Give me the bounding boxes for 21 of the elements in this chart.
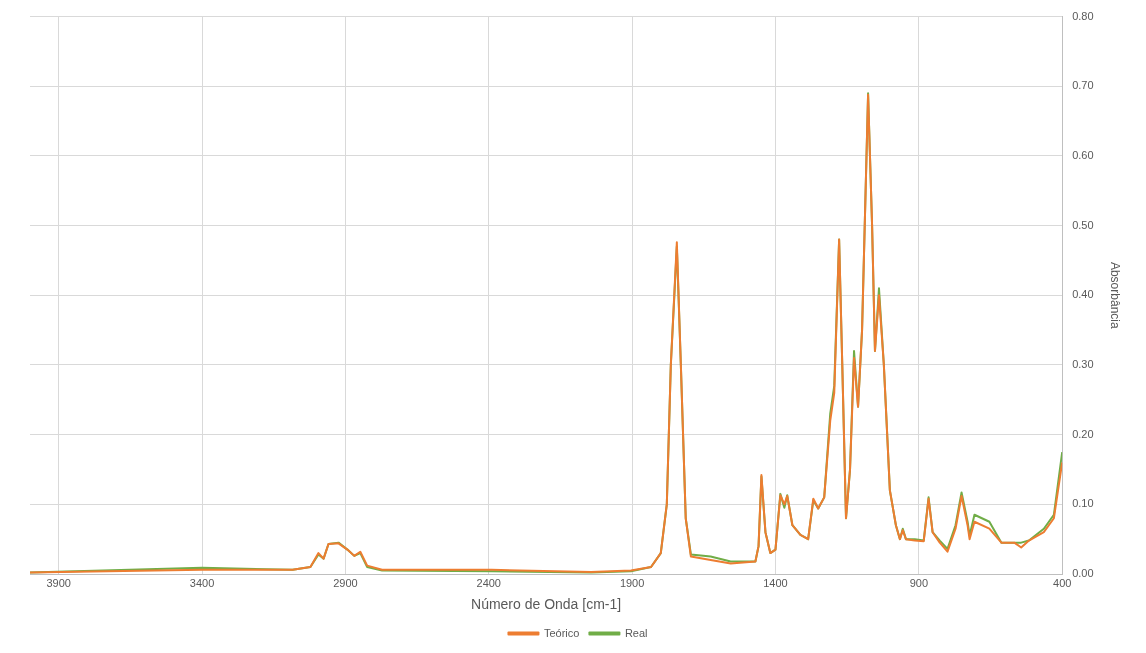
x-tick-label: 1900: [619, 576, 645, 589]
x-tick-label: 900: [909, 576, 929, 589]
x-tick-label: 400: [1053, 576, 1072, 589]
x-tick-label: 1400: [763, 576, 788, 589]
x-tick-label: 2900: [333, 576, 358, 589]
y-tick-label: 0.10: [1072, 497, 1094, 510]
x-tick-label: 2400: [476, 576, 501, 589]
y-tick-label: 0.70: [1072, 79, 1094, 92]
x-tick-label: 3900: [46, 576, 71, 589]
y-tick-label: 0.00: [1072, 567, 1094, 580]
y-tick-label: 0.30: [1072, 358, 1094, 371]
y-tick-label: 0.40: [1072, 288, 1094, 301]
x-axis-title: Número de Onda [cm-1]: [471, 596, 622, 613]
y-tick-label: 0.50: [1072, 218, 1094, 231]
y-tick-label: 0.20: [1072, 427, 1094, 440]
y-axis-title: Absorbância: [1108, 261, 1123, 329]
x-tick-label: 3400: [189, 576, 215, 589]
y-tick-label: 0.60: [1072, 148, 1094, 161]
legend-label: Real: [624, 626, 648, 639]
legend-label: Teórico: [543, 626, 580, 639]
y-tick-label: 0.80: [1072, 9, 1094, 22]
